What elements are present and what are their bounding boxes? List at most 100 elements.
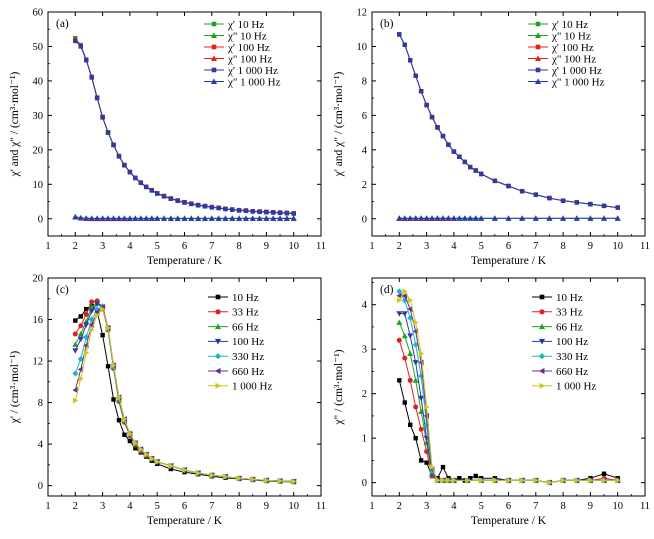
data-point — [519, 477, 526, 484]
data-point — [519, 215, 526, 221]
data-point — [407, 215, 414, 221]
legend-marker — [215, 294, 221, 300]
x-tick-label: 3 — [100, 241, 105, 252]
legend-marker — [214, 353, 222, 360]
data-point — [588, 477, 594, 484]
series-5 — [396, 215, 621, 221]
legend-marker — [534, 32, 542, 38]
data-point — [116, 394, 122, 401]
legend-item: χ' 10 Hz — [204, 19, 264, 31]
data-point — [418, 215, 425, 221]
legend-label: χ' 10 Hz — [551, 19, 588, 31]
y-axis-label: χ' / (cm³·mol⁻¹) — [9, 351, 21, 425]
plot-frame — [371, 11, 646, 237]
x-tick-label: 9 — [588, 501, 593, 512]
data-point — [291, 211, 296, 216]
legend-item: χ" 10 Hz — [528, 30, 591, 42]
data-point — [429, 464, 436, 471]
data-point — [615, 205, 620, 210]
legend-marker — [211, 44, 217, 50]
data-point — [418, 350, 425, 357]
data-point — [413, 404, 419, 410]
data-point — [100, 115, 105, 120]
legend-label: 100 Hz — [556, 336, 588, 348]
legend-label: 33 Hz — [232, 307, 259, 319]
legend-label: 100 Hz — [232, 336, 264, 348]
x-tick-label: 1 — [45, 241, 50, 252]
x-tick-label: 5 — [479, 501, 484, 512]
series-6 — [396, 288, 621, 486]
data-point — [143, 451, 150, 458]
x-tick-label: 8 — [236, 501, 241, 512]
data-point — [249, 215, 256, 221]
data-point — [396, 319, 403, 325]
data-point — [174, 215, 181, 221]
data-point — [277, 210, 283, 216]
data-point — [242, 215, 249, 221]
data-point — [473, 473, 478, 479]
legend-item: χ' 100 Hz — [204, 42, 270, 54]
data-point — [424, 460, 429, 465]
legend-marker — [210, 78, 218, 84]
legend: χ' 10 Hzχ" 10 Hzχ' 100 Hzχ" 100 Hzχ' 1 0… — [528, 19, 605, 88]
data-point — [418, 458, 424, 463]
x-tick-label: 8 — [560, 241, 565, 252]
data-point — [83, 215, 90, 221]
x-tick-label: 4 — [127, 501, 133, 512]
x-tick-label: 3 — [100, 501, 105, 512]
data-point — [418, 89, 424, 94]
data-point — [127, 430, 133, 437]
data-point — [257, 209, 262, 215]
legend-item: χ" 1 000 Hz — [204, 76, 281, 88]
y-axis-label: χ" / (cm³·mol⁻¹) — [333, 349, 345, 425]
legend-marker — [538, 338, 546, 345]
data-point — [189, 201, 194, 207]
legend-item: χ" 10 Hz — [204, 30, 267, 42]
data-point — [423, 439, 430, 446]
data-point — [202, 204, 208, 209]
series-line — [74, 308, 294, 482]
x-tick-label: 11 — [316, 501, 326, 512]
data-point — [413, 319, 419, 326]
data-point — [105, 130, 111, 135]
x-tick-label: 7 — [533, 501, 538, 512]
legend-item: χ" 100 Hz — [528, 53, 596, 65]
legend-label: χ' 1 000 Hz — [551, 65, 602, 77]
data-point — [573, 215, 580, 221]
data-point — [216, 205, 221, 211]
x-tick-label: 5 — [155, 241, 160, 252]
y-tick-label: 10 — [33, 180, 44, 191]
data-point — [601, 215, 608, 221]
data-point — [601, 471, 607, 476]
y-tick-label: 1 — [362, 434, 367, 445]
x-axis-label: Temperature / K — [471, 255, 547, 267]
x-tick-label: 7 — [533, 241, 538, 252]
data-point — [397, 378, 402, 383]
data-point — [73, 318, 78, 323]
data-point — [277, 215, 284, 221]
data-point — [547, 479, 553, 486]
legend-label: χ" 100 Hz — [227, 53, 272, 65]
data-point — [181, 215, 188, 221]
data-point — [222, 215, 229, 221]
data-point — [223, 206, 228, 212]
data-point — [407, 297, 414, 304]
data-point — [407, 377, 413, 383]
data-point — [143, 215, 150, 221]
data-point — [105, 364, 111, 369]
legend-item: χ' 100 Hz — [528, 42, 594, 54]
data-point — [111, 397, 116, 402]
x-tick-label: 9 — [264, 241, 269, 252]
data-point — [188, 215, 195, 221]
x-axis-label: Temperature / K — [147, 255, 223, 267]
data-point — [461, 215, 468, 221]
x-tick-label: 6 — [506, 241, 511, 252]
legend-label: 330 Hz — [232, 351, 264, 363]
legend-label: χ" 1 000 Hz — [227, 76, 281, 88]
data-point — [250, 476, 256, 483]
data-point — [236, 208, 242, 213]
data-point — [77, 355, 84, 362]
x-tick-label: 4 — [127, 241, 133, 252]
x-tick-label: 5 — [479, 241, 484, 252]
data-point — [209, 205, 214, 210]
